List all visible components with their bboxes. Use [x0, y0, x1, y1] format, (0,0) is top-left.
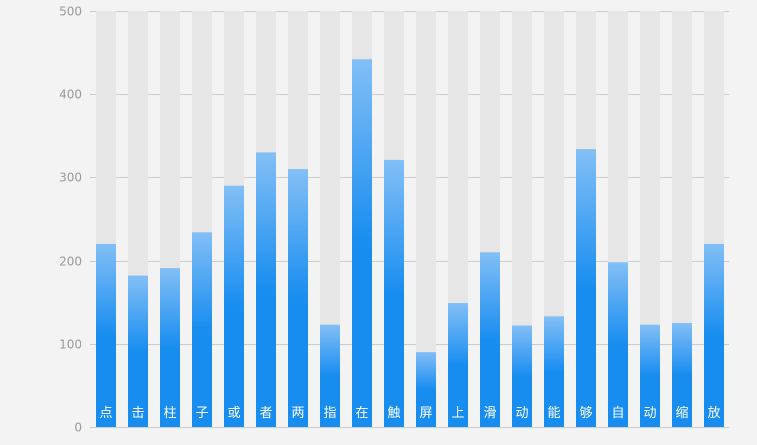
- shadow-bars: [96, 11, 724, 427]
- category-label: 柱: [163, 406, 176, 421]
- y-tick-label: 500: [59, 5, 82, 19]
- category-label: 滑: [483, 406, 496, 421]
- category-label: 指: [323, 406, 336, 421]
- category-label: 点: [99, 406, 112, 421]
- bar[interactable]: [256, 152, 276, 427]
- bar[interactable]: [224, 185, 244, 427]
- category-label: 缩: [675, 405, 688, 421]
- category-label: 两: [291, 406, 304, 421]
- y-tick-label: 200: [59, 255, 82, 269]
- category-label: 或: [227, 406, 240, 421]
- bar[interactable]: [544, 316, 564, 427]
- bar[interactable]: [672, 323, 692, 427]
- category-label: 能: [547, 406, 560, 421]
- category-label: 上: [451, 406, 464, 421]
- bar[interactable]: [416, 352, 436, 427]
- category-label: 在: [355, 406, 368, 421]
- bar[interactable]: [576, 149, 596, 427]
- shadow-bar: [512, 11, 532, 427]
- bar[interactable]: [480, 252, 500, 427]
- bar[interactable]: [192, 232, 212, 427]
- category-label: 屏: [419, 406, 432, 421]
- category-label: 够: [579, 406, 592, 421]
- category-label: 动: [515, 406, 528, 421]
- bar[interactable]: [96, 243, 116, 427]
- bar[interactable]: [640, 324, 660, 427]
- data-bars: [96, 59, 724, 428]
- category-label: 触: [387, 406, 400, 421]
- grid-layer: [90, 11, 729, 428]
- bar[interactable]: [352, 59, 372, 427]
- y-axis-tick-labels: 0 100 200 300 400 500: [59, 5, 82, 435]
- bar[interactable]: [384, 159, 404, 428]
- bar[interactable]: [128, 275, 148, 427]
- category-label: 放: [707, 406, 720, 421]
- y-tick-label: 0: [74, 421, 82, 435]
- bar[interactable]: [448, 303, 468, 427]
- y-tick-label: 400: [59, 88, 82, 102]
- bar[interactable]: [704, 243, 724, 427]
- y-tick-label: 300: [59, 171, 82, 185]
- shadow-bar: [640, 11, 660, 427]
- bar[interactable]: [160, 268, 180, 427]
- category-label: 动: [643, 406, 656, 421]
- category-label: 者: [259, 406, 272, 421]
- category-label: 击: [131, 406, 144, 421]
- y-tick-label: 100: [59, 338, 82, 352]
- bar[interactable]: [288, 169, 308, 427]
- category-label: 自: [611, 406, 624, 421]
- category-labels: 点击柱子或者两指在触屏上滑动能够自动缩放: [99, 405, 720, 421]
- shadow-bar: [416, 11, 436, 427]
- category-label: 子: [195, 406, 208, 421]
- shadow-bar: [320, 11, 340, 427]
- bar[interactable]: [512, 325, 532, 427]
- bar[interactable]: [608, 262, 628, 427]
- bar[interactable]: [320, 324, 340, 427]
